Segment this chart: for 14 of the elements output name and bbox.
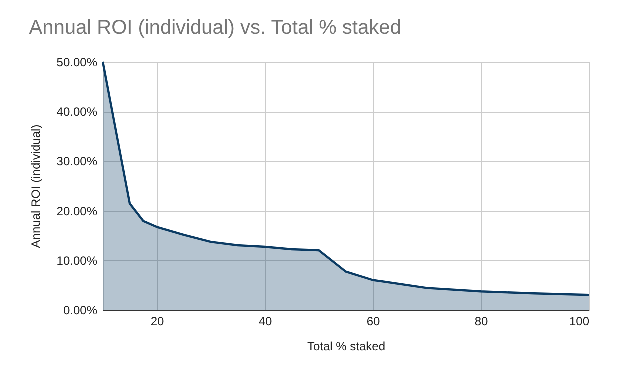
x-tick-label: 40 — [258, 314, 272, 328]
x-tick-label: 100 — [569, 314, 590, 328]
y-tick-label: 10.00% — [56, 254, 98, 268]
y-tick-label: 20.00% — [56, 204, 98, 218]
y-tick-label: 30.00% — [56, 154, 98, 169]
x-tick-label: 60 — [366, 314, 380, 328]
chart-title: Annual ROI (individual) vs. Total % staked — [29, 17, 402, 39]
y-tick-label: 0.00% — [63, 304, 98, 318]
y-tick-label: 40.00% — [56, 105, 98, 120]
y-tick-label: 50.00% — [56, 56, 98, 70]
x-axis-title: Total % staked — [307, 340, 386, 354]
x-tick-label: 20 — [150, 314, 164, 328]
y-axis-title: Annual ROI (individual) — [28, 124, 43, 248]
x-tick-label: 80 — [474, 314, 488, 328]
